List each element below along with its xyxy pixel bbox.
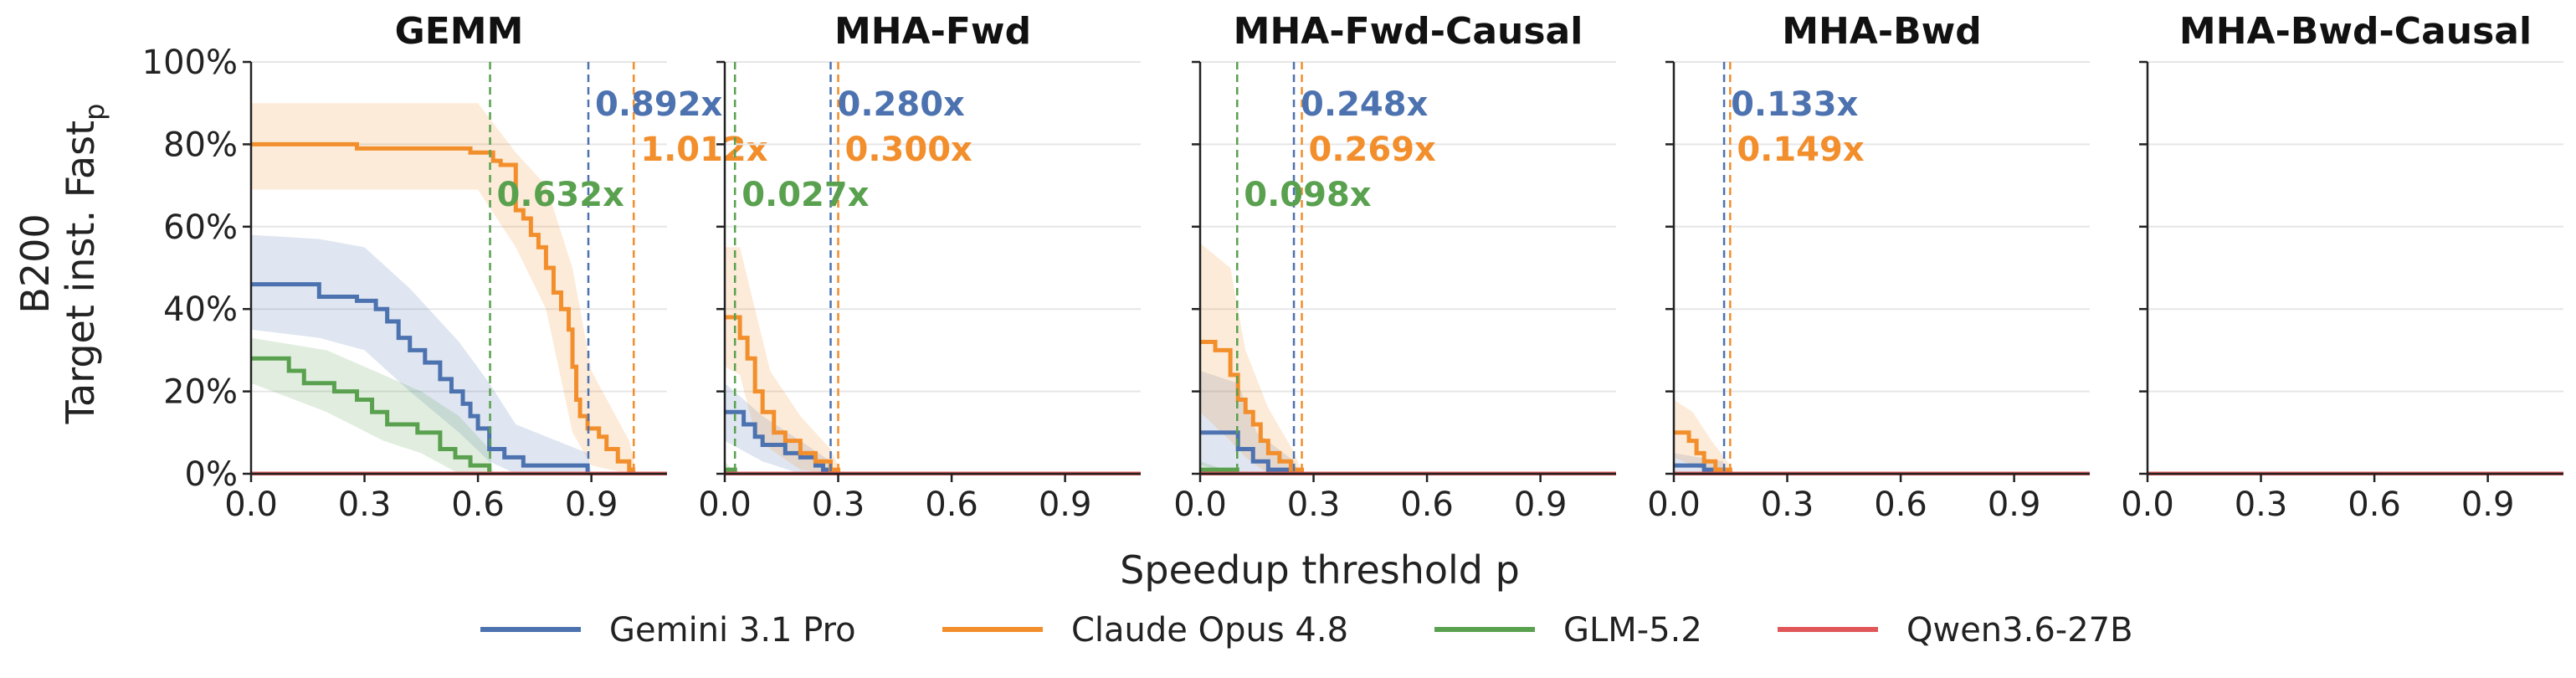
panel-title: MHA-Bwd-Causal xyxy=(2179,10,2532,53)
y-tick-label: 0% xyxy=(185,455,238,494)
band-gemini xyxy=(1200,371,1299,474)
x-tick-label: 0.0 xyxy=(1173,485,1227,524)
threshold-label-glm: 0.027x xyxy=(741,176,870,214)
threshold-label-gemini: 0.280x xyxy=(838,85,966,124)
y-tick-label: 80% xyxy=(163,126,238,164)
y-tick-label: 60% xyxy=(163,208,238,247)
band-claude xyxy=(251,103,637,474)
threshold-label-gemini: 0.133x xyxy=(1731,85,1859,124)
x-tick-label: 0.0 xyxy=(2121,485,2174,524)
x-tick-label: 0.6 xyxy=(1874,485,1927,524)
panel-1: 0.892x 1.012x 0.632x 0% 20% 40% 60% 80% 100% 0.0 0… xyxy=(142,10,768,524)
x-tick-label: 0.9 xyxy=(2461,485,2515,524)
x-tick-label: 0.9 xyxy=(565,485,618,524)
plot-area xyxy=(725,247,1141,475)
threshold-label-claude: 1.012x xyxy=(640,131,768,169)
panel-title: MHA-Fwd-Causal xyxy=(1234,10,1583,53)
y-axis-label-subscript: p xyxy=(79,104,110,121)
legend-label: Qwen3.6-27B xyxy=(1906,611,2133,650)
threshold-label-glm: 0.632x xyxy=(497,176,625,214)
legend-label: GLM-5.2 xyxy=(1563,611,1702,650)
panel-5: 0.0 0.3 0.6 0.9 MHA-Bwd-Causal xyxy=(2121,10,2563,524)
threshold-label-claude: 0.149x xyxy=(1737,131,1865,169)
series-line-gemini xyxy=(251,282,590,474)
band-claude xyxy=(1674,399,1735,474)
legend-item-gemini: Gemini 3.1 Pro xyxy=(480,611,856,650)
y-tick-label: 40% xyxy=(163,290,238,329)
legend-label: Gemini 3.1 Pro xyxy=(609,611,856,650)
plot-area xyxy=(1200,243,1616,475)
series-line-claude xyxy=(1200,340,1305,474)
y-tick-label: 20% xyxy=(163,373,238,412)
series-line-claude xyxy=(1674,430,1732,474)
plot-area xyxy=(1674,399,2090,475)
x-tick-label: 0.0 xyxy=(1647,485,1701,524)
band-claude xyxy=(1200,243,1302,474)
panel-title: MHA-Fwd xyxy=(834,10,1031,53)
y-axis-label-line2: Target inst. Fastp xyxy=(58,104,110,425)
series-line-glm xyxy=(251,356,492,474)
x-tick-label: 0.9 xyxy=(1514,485,1568,524)
legend-item-qwen: Qwen3.6-27B xyxy=(1778,611,2133,650)
y-tick-label: 100% xyxy=(142,44,238,82)
x-tick-label: 0.3 xyxy=(1761,485,1814,524)
threshold-label-claude: 0.269x xyxy=(1309,131,1437,169)
legend-item-claude: Claude Opus 4.8 xyxy=(942,611,1348,650)
x-tick-label: 0.3 xyxy=(1287,485,1341,524)
series-line-gemini xyxy=(1200,430,1296,474)
x-tick-label: 0.3 xyxy=(338,485,392,524)
x-axis-label: Speedup threshold p xyxy=(1120,547,1520,593)
panel-title: GEMM xyxy=(395,10,524,53)
x-tick-label: 0.6 xyxy=(451,485,505,524)
legend: Gemini 3.1 Pro Claude Opus 4.8 GLM-5.2 Qwen… xyxy=(480,611,2133,650)
legend-label: Claude Opus 4.8 xyxy=(1071,611,1348,650)
threshold-label-gemini: 0.248x xyxy=(1301,85,1429,124)
y-axis-label-line1: B200 xyxy=(13,213,58,313)
threshold-label-glm: 0.098x xyxy=(1244,176,1372,214)
band-claude xyxy=(725,247,843,474)
panel-4: 0.133x 0.149x 0.0 0.3 0.6 0.9 MHA-Bwd xyxy=(1647,10,2090,524)
series-line-claude xyxy=(725,315,841,474)
legend-item-glm: GLM-5.2 xyxy=(1434,611,1702,650)
x-tick-label: 0.3 xyxy=(812,485,865,524)
x-tick-label: 0.0 xyxy=(224,485,278,524)
x-tick-label: 0.3 xyxy=(2235,485,2288,524)
threshold-label-claude: 0.300x xyxy=(845,131,973,169)
series-line-claude xyxy=(251,141,635,474)
panel-2: 0.280x 0.300x 0.027x 0.0 0.3 0.6 0.9 MHA-Fwd xyxy=(698,10,1141,524)
x-tick-label: 0.0 xyxy=(698,485,752,524)
panel-title: MHA-Bwd xyxy=(1782,10,1982,53)
series-line-gemini xyxy=(725,409,834,474)
threshold-label-gemini: 0.892x xyxy=(595,85,723,124)
x-tick-label: 0.6 xyxy=(2348,485,2401,524)
plot-area xyxy=(251,103,667,475)
x-tick-label: 0.9 xyxy=(1988,485,2041,524)
panel-3: 0.248x 0.269x 0.098x 0.0 0.3 0.6 0.9 MHA-Fwd-Ca… xyxy=(1173,10,1616,524)
x-tick-label: 0.6 xyxy=(1400,485,1454,524)
x-tick-label: 0.6 xyxy=(925,485,978,524)
x-tick-label: 0.9 xyxy=(1039,485,1092,524)
